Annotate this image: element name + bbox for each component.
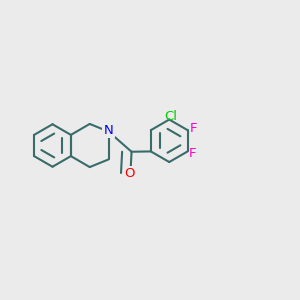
Text: N: N bbox=[104, 124, 113, 136]
Text: F: F bbox=[189, 122, 197, 135]
Text: Cl: Cl bbox=[164, 110, 177, 123]
Text: F: F bbox=[188, 147, 196, 160]
Text: O: O bbox=[124, 167, 135, 180]
